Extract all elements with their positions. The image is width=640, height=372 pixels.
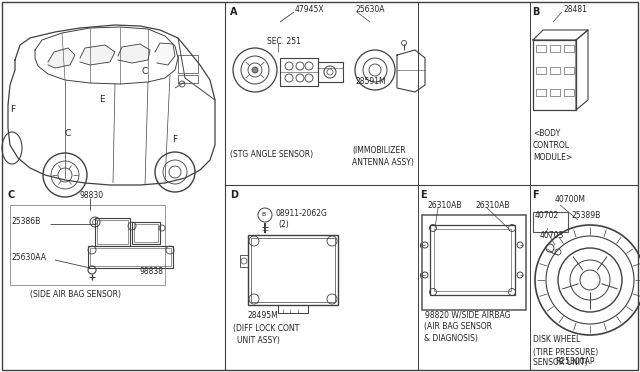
Text: 98830: 98830 (80, 190, 104, 199)
Text: (SIDE AIR BAG SENSOR): (SIDE AIR BAG SENSOR) (30, 291, 121, 299)
Text: MODULE>: MODULE> (533, 153, 572, 161)
Text: (TIRE PRESSURE): (TIRE PRESSURE) (533, 347, 598, 356)
Text: 40700M: 40700M (555, 196, 586, 205)
Text: D: D (230, 190, 238, 200)
Bar (248, 235, 338, 305)
Text: C: C (65, 128, 71, 138)
Text: CONTROL: CONTROL (533, 141, 570, 150)
Text: (DIFF LOCK CONT: (DIFF LOCK CONT (233, 324, 300, 333)
Bar (178, 55, 198, 73)
Text: F: F (532, 190, 539, 200)
Bar (95, 218, 130, 246)
Text: 28495M: 28495M (248, 311, 279, 321)
Bar (536, 89, 546, 96)
Text: (AIR BAG SENSOR: (AIR BAG SENSOR (424, 323, 492, 331)
Text: 98820 W/SIDE AIRBAG: 98820 W/SIDE AIRBAG (425, 311, 511, 320)
Text: 25386B: 25386B (12, 218, 41, 227)
Bar (533, 40, 576, 110)
Bar (90, 248, 171, 266)
Text: 26310AB: 26310AB (428, 201, 463, 209)
Text: F: F (10, 106, 15, 115)
Bar (278, 305, 308, 313)
Text: E: E (420, 190, 427, 200)
Text: B: B (261, 212, 265, 217)
Polygon shape (155, 43, 175, 65)
Text: 25630AA: 25630AA (12, 253, 47, 263)
Bar (430, 225, 515, 295)
Bar (422, 215, 526, 310)
Text: 25630A: 25630A (355, 6, 385, 15)
Text: ANTENNA ASSY): ANTENNA ASSY) (352, 157, 414, 167)
Text: E: E (99, 96, 105, 105)
Text: 98838: 98838 (140, 267, 164, 276)
Text: SENSOR UNIT): SENSOR UNIT) (533, 357, 588, 366)
Bar (88, 246, 173, 268)
Text: C: C (8, 190, 15, 200)
Text: DISK WHEEL: DISK WHEEL (533, 336, 580, 344)
Bar (251, 238, 335, 302)
Bar (280, 58, 318, 86)
Circle shape (252, 67, 258, 73)
Text: UNIT ASSY): UNIT ASSY) (237, 336, 280, 344)
Text: R25300AP: R25300AP (555, 357, 595, 366)
Bar (564, 89, 574, 96)
Text: A: A (230, 7, 237, 17)
Text: B: B (532, 7, 540, 17)
Text: 28591M: 28591M (355, 77, 386, 87)
Bar (97, 220, 128, 244)
Bar (533, 212, 568, 232)
Bar (550, 67, 560, 74)
Polygon shape (118, 44, 150, 63)
Bar (318, 62, 343, 82)
Bar (564, 45, 574, 52)
Bar (550, 89, 560, 96)
Bar (240, 255, 248, 267)
Text: 25389B: 25389B (572, 211, 601, 219)
Text: (2): (2) (278, 219, 289, 228)
Text: & DIAGNOSIS): & DIAGNOSIS) (424, 334, 478, 343)
Polygon shape (80, 45, 115, 65)
Text: (IMMOBILIZER: (IMMOBILIZER (352, 145, 406, 154)
Text: <BODY: <BODY (533, 128, 560, 138)
Bar (134, 224, 158, 242)
Bar (536, 67, 546, 74)
Text: 26310AB: 26310AB (475, 201, 509, 209)
Text: 40703: 40703 (540, 231, 564, 240)
Text: SEC. 251: SEC. 251 (267, 38, 301, 46)
Bar (434, 229, 511, 291)
Bar (10, 205, 165, 285)
Bar (550, 45, 560, 52)
Text: F: F (172, 135, 177, 144)
Bar (564, 67, 574, 74)
Text: 40702: 40702 (535, 211, 559, 219)
Text: C: C (142, 67, 148, 77)
Text: 47945X: 47945X (295, 6, 324, 15)
Bar (178, 75, 198, 83)
Text: 28481: 28481 (563, 6, 587, 15)
Bar (132, 222, 160, 244)
Text: 08911-2062G: 08911-2062G (275, 209, 327, 218)
Polygon shape (48, 48, 75, 68)
Bar (536, 45, 546, 52)
Text: (STG ANGLE SENSOR): (STG ANGLE SENSOR) (230, 151, 313, 160)
